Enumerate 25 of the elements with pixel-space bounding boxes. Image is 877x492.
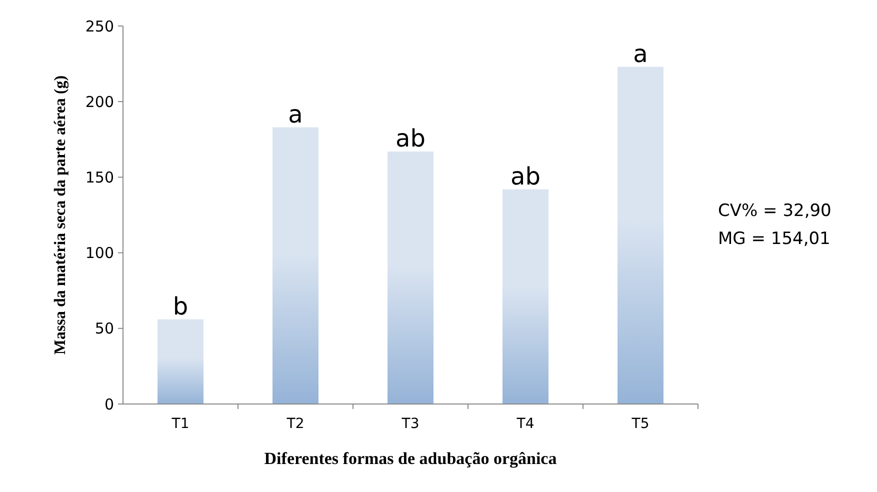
bar — [502, 189, 548, 404]
x-tick-label: T3 — [400, 416, 420, 432]
x-tick-label: T2 — [286, 416, 304, 432]
data-label: ab — [396, 124, 426, 152]
x-tick-label: T5 — [630, 416, 650, 432]
data-label: a — [288, 100, 303, 128]
bar — [272, 127, 318, 404]
bar — [158, 319, 204, 404]
text: MG = 154,01 — [718, 229, 830, 250]
x-axis-title: Diferentes formas de adubação orgânica — [264, 449, 558, 468]
y-tick-label: 0 — [104, 395, 114, 414]
text: CV% = 32,90 — [718, 201, 832, 222]
bar — [618, 66, 664, 404]
data-label: b — [172, 292, 188, 320]
y-tick-label: 250 — [85, 17, 114, 36]
bar — [388, 151, 434, 404]
y-tick-label: 50 — [94, 320, 114, 338]
y-axis-title: Massa da matéria seca da parte aérea (g) — [52, 75, 69, 355]
y-tick-label: 100 — [85, 244, 114, 262]
y-tick-label: 200 — [85, 92, 114, 111]
x-tick-label: T4 — [516, 416, 534, 432]
data-label: ab — [510, 162, 540, 190]
x-tick-label: T1 — [170, 416, 190, 432]
data-label: a — [633, 40, 648, 68]
y-tick-label: 150 — [85, 168, 114, 186]
